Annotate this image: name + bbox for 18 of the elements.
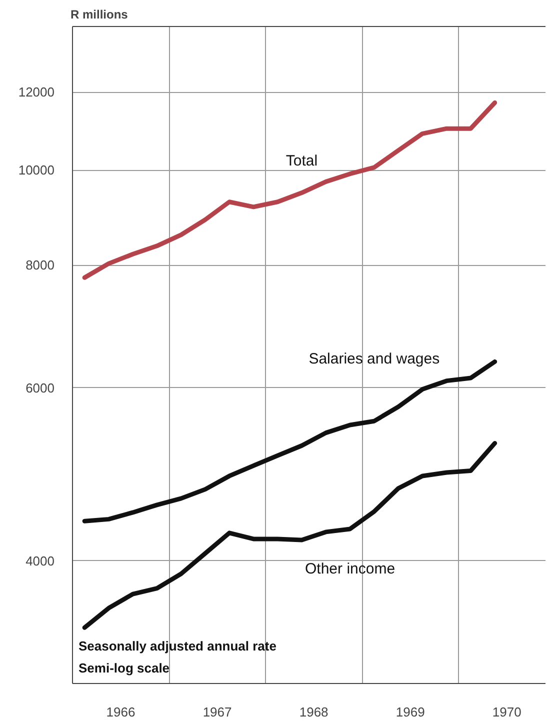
y-tick-label: 10000 [18,162,55,178]
y-tick-label: 8000 [26,258,54,273]
line-series [82,100,498,280]
x-tick-label: 1966 [106,704,136,720]
series-label: Total [286,152,318,170]
x-tick-label: 1968 [299,704,328,720]
x-tick-label: 1969 [396,704,425,720]
line-series [82,440,498,630]
y-tick-label: 6000 [26,380,54,396]
annotation: Semi-log scale [78,660,170,676]
y-tick-label: 4000 [26,553,54,568]
y-tick-label: 12000 [18,84,55,100]
y-axis-title: R millions [70,8,128,22]
annotation: Seasonally adjusted annual rate [78,638,276,654]
series-label: Salaries and wages [308,350,440,368]
series-label: Other income [305,560,396,578]
x-tick-label: 1967 [202,704,232,720]
x-tick-label: 1970 [492,704,522,720]
